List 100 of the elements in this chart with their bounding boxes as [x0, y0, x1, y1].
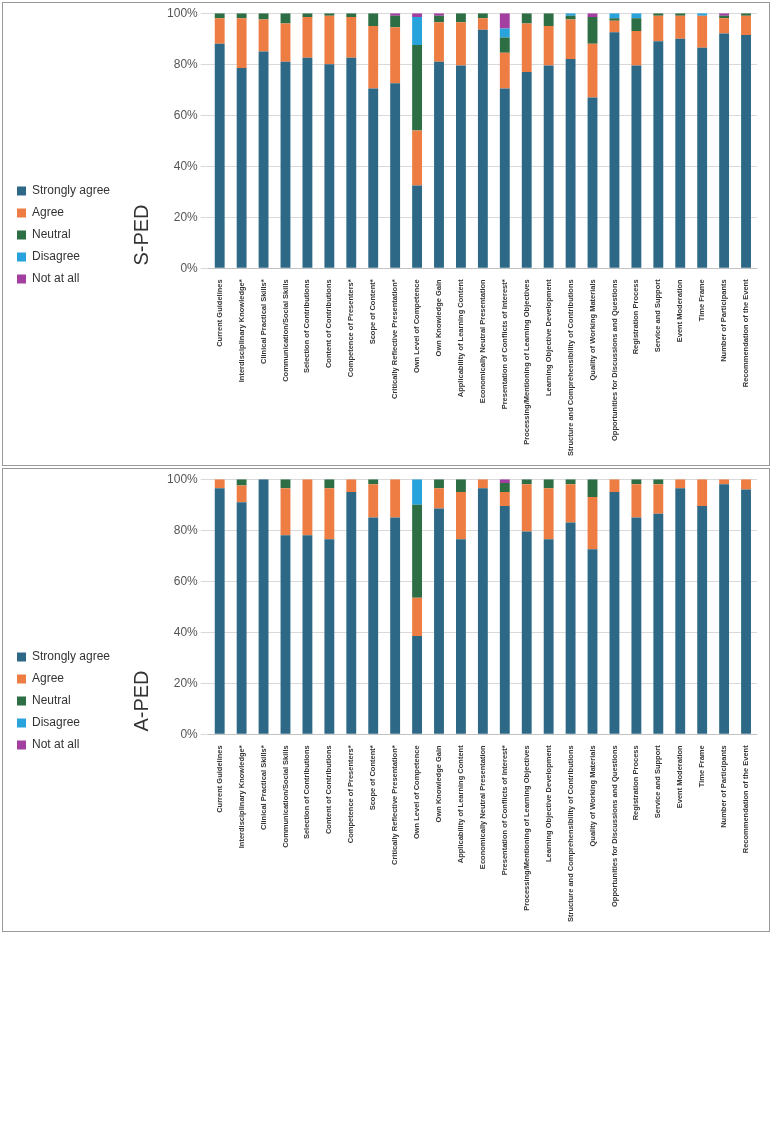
bar	[346, 57, 357, 268]
bar	[543, 13, 554, 26]
bar	[324, 64, 335, 268]
bar	[456, 539, 466, 734]
bar	[741, 489, 751, 734]
bar	[280, 535, 291, 734]
bar	[412, 479, 423, 505]
bar	[368, 517, 379, 734]
bar	[499, 483, 510, 492]
bar	[653, 15, 664, 42]
bar	[456, 491, 466, 540]
bar	[390, 479, 401, 518]
legend-label: Neutral	[32, 227, 71, 242]
legend-label: Disagree	[32, 249, 81, 264]
bar	[214, 479, 225, 489]
bar	[214, 43, 225, 268]
bar	[697, 505, 708, 734]
bar	[477, 29, 488, 268]
bar	[631, 517, 642, 734]
bar	[214, 18, 225, 44]
bar	[346, 491, 357, 734]
bar	[412, 597, 423, 637]
bar	[631, 484, 642, 518]
bar	[697, 479, 708, 506]
legend-label: Not at all	[32, 737, 80, 752]
bar	[434, 479, 444, 489]
bar	[653, 484, 664, 514]
bar	[434, 22, 444, 62]
y-tick-label: 20%	[173, 209, 199, 224]
bar	[412, 130, 423, 186]
y-tick-label: 20%	[173, 675, 199, 690]
bar	[390, 517, 401, 734]
bar	[236, 502, 247, 734]
bar	[499, 505, 510, 734]
bar	[499, 13, 510, 29]
y-tick-label: 40%	[173, 624, 199, 639]
bar	[302, 17, 313, 58]
y-tick-label: 0%	[180, 726, 199, 741]
bar	[675, 488, 686, 734]
bar	[456, 479, 466, 492]
legend-label: Neutral	[32, 693, 71, 708]
text: S-PED	[129, 204, 152, 266]
bar	[587, 97, 598, 268]
bar	[565, 19, 576, 60]
bar	[543, 479, 554, 489]
y-tick-label: 100%	[167, 5, 199, 20]
bar	[587, 549, 598, 734]
bar	[631, 18, 642, 32]
legend-label: Strongly agree	[32, 183, 111, 198]
bar	[499, 37, 510, 53]
bar	[565, 15, 576, 20]
bar	[521, 531, 532, 734]
bar	[368, 88, 379, 268]
bar	[477, 488, 488, 734]
bar	[456, 13, 466, 23]
bar	[719, 18, 730, 34]
bar	[456, 65, 466, 268]
bar	[390, 27, 401, 84]
bar	[697, 47, 708, 268]
bar	[302, 535, 313, 734]
bar	[324, 539, 335, 734]
bar	[280, 61, 291, 268]
bar	[653, 513, 664, 734]
bar	[412, 504, 423, 598]
bar	[543, 25, 554, 66]
bar	[741, 15, 751, 35]
legend-label: Agree	[32, 205, 65, 220]
bar	[609, 491, 620, 734]
bar	[565, 484, 576, 523]
bar	[434, 15, 444, 23]
y-tick-label: 40%	[173, 158, 199, 173]
y-tick-label: 80%	[173, 522, 199, 537]
bar	[477, 479, 488, 489]
bar	[390, 15, 401, 28]
bar	[412, 185, 423, 268]
bar	[477, 18, 488, 30]
bar	[499, 52, 510, 89]
bar	[412, 17, 423, 46]
bar	[675, 479, 686, 489]
bar	[741, 34, 751, 268]
bar	[521, 484, 532, 532]
bar	[499, 88, 510, 268]
y-tick-label: 60%	[173, 573, 199, 588]
bar	[499, 491, 510, 506]
bar	[609, 32, 620, 268]
y-tick-label: 0%	[180, 260, 199, 275]
bar	[368, 25, 379, 89]
text: A-PED	[129, 670, 152, 732]
bar	[302, 57, 313, 268]
bar	[302, 479, 313, 536]
bar	[280, 23, 291, 62]
bar	[565, 522, 576, 734]
legend-label: Strongly agree	[32, 649, 111, 664]
bar	[412, 45, 423, 131]
bar	[324, 479, 335, 489]
legend-label: Agree	[32, 671, 65, 686]
bar	[521, 23, 532, 72]
bar	[236, 485, 247, 503]
bar	[368, 13, 379, 26]
bar	[631, 65, 642, 268]
